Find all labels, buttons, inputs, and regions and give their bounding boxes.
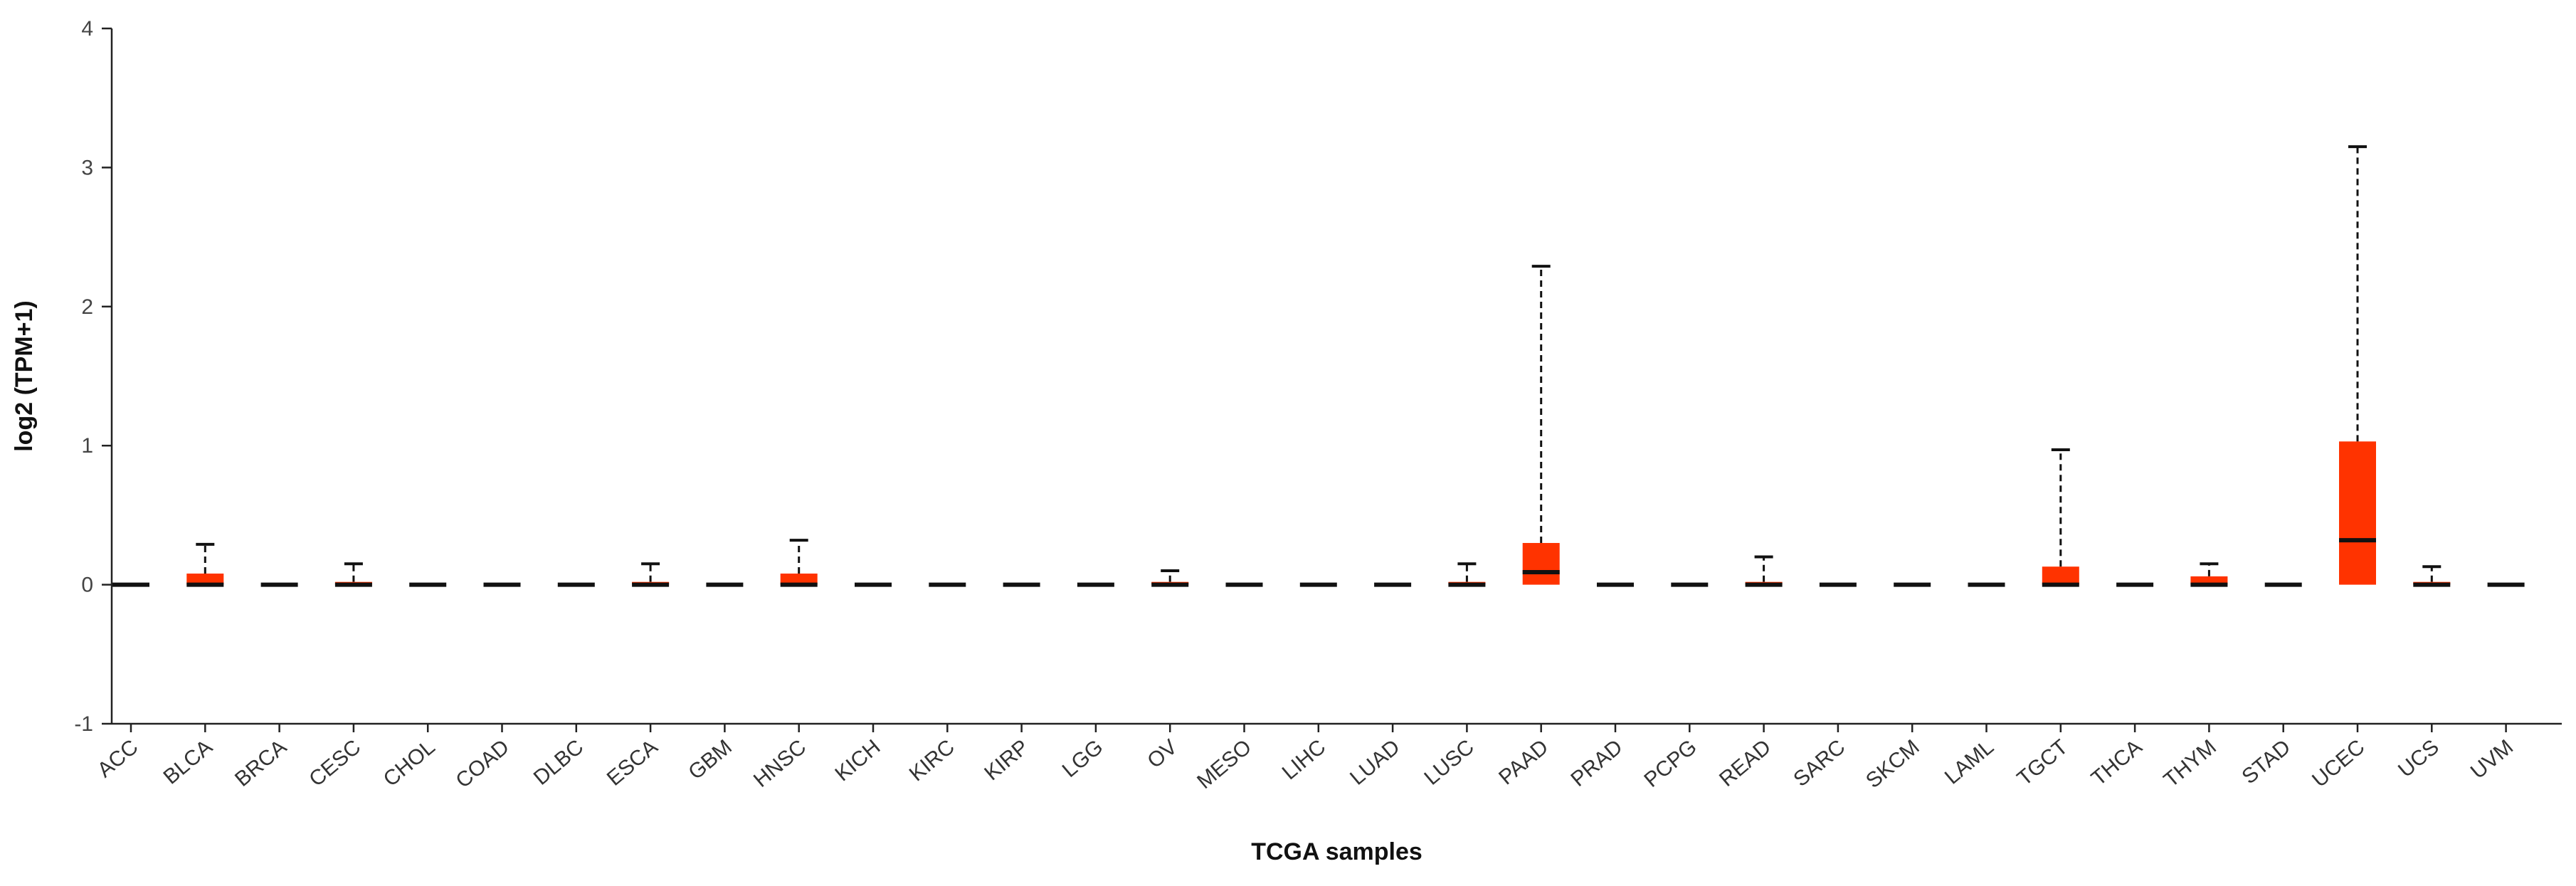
iqr-box	[780, 573, 818, 585]
x-tick-label: TGCT	[2013, 735, 2073, 791]
x-tick-label: ESCA	[603, 735, 663, 791]
x-axis-tick-labels: ACC BLCA BRCA CESC CHOL COAD DLBC ESCA GBM HNSC KI…	[93, 724, 2518, 793]
y-tick-label: 0	[81, 574, 93, 597]
y-tick-label: 2	[81, 295, 93, 319]
x-tick-label: OV	[1143, 735, 1181, 773]
box-ov	[1151, 569, 1189, 587]
box-hnsc	[780, 539, 818, 587]
box-ucs	[2413, 565, 2451, 587]
x-tick-label: CESC	[305, 735, 365, 791]
x-tick-label: LIHC	[1278, 735, 1331, 784]
x-tick-label: PCPG	[1640, 735, 1701, 792]
x-tick-label: BRCA	[231, 735, 291, 791]
x-tick-label: THCA	[2087, 735, 2147, 791]
y-axis-title: log2 (TPM+1)	[11, 300, 38, 452]
iqr-box	[1522, 542, 1560, 585]
box-read	[1745, 555, 1783, 587]
x-tick-label: KIRC	[905, 735, 959, 786]
box-ucec	[2339, 145, 2376, 585]
y-axis-ticks: -1 0 1 2 3 4	[74, 17, 112, 736]
box-thym	[2190, 562, 2228, 587]
x-tick-label: HNSC	[749, 735, 811, 792]
x-tick-label: SKCM	[1862, 735, 1924, 793]
x-tick-label: SARC	[1789, 735, 1849, 791]
x-tick-label: BLCA	[159, 735, 217, 789]
x-tick-label: READ	[1715, 735, 1775, 791]
iqr-box	[2042, 566, 2079, 585]
y-tick-label: 4	[81, 17, 93, 41]
x-tick-label: PRAD	[1566, 735, 1627, 791]
y-tick-label: 3	[81, 156, 93, 179]
x-tick-label: STAD	[2237, 735, 2295, 789]
box-tgct	[2042, 448, 2079, 587]
x-axis-title: TCGA samples	[1251, 838, 1422, 865]
box-paad	[1522, 265, 1560, 585]
x-tick-label: DLBC	[529, 735, 588, 790]
x-tick-label: ACC	[93, 735, 143, 782]
x-tick-label: UVM	[2466, 735, 2518, 784]
x-tick-label: CHOL	[379, 735, 440, 791]
x-tick-label: LAML	[1941, 735, 1998, 789]
x-tick-label: THYM	[2160, 735, 2221, 792]
x-tick-label: PAAD	[1494, 735, 1553, 789]
x-tick-label: LUAD	[1346, 735, 1405, 790]
iqr-box	[2190, 576, 2228, 585]
x-tick-label: LGG	[1058, 735, 1108, 782]
x-tick-label: COAD	[451, 735, 514, 793]
box-blca	[186, 542, 224, 587]
x-tick-label: KICH	[830, 735, 885, 786]
x-tick-label: UCS	[2394, 735, 2444, 782]
iqr-box	[2339, 441, 2376, 585]
y-tick-label: 1	[81, 434, 93, 458]
box-lusc	[1448, 562, 1486, 587]
x-tick-label: KIRP	[980, 735, 1033, 785]
x-tick-label: LUSC	[1420, 735, 1479, 790]
x-tick-label: MESO	[1193, 735, 1256, 793]
iqr-box	[186, 573, 224, 585]
x-tick-label: UCEC	[2308, 735, 2369, 792]
box-esca	[632, 562, 670, 587]
box-cesc	[334, 562, 372, 587]
box-series	[112, 145, 2525, 587]
x-tick-label: GBM	[684, 735, 737, 784]
y-tick-label: -1	[74, 712, 93, 736]
